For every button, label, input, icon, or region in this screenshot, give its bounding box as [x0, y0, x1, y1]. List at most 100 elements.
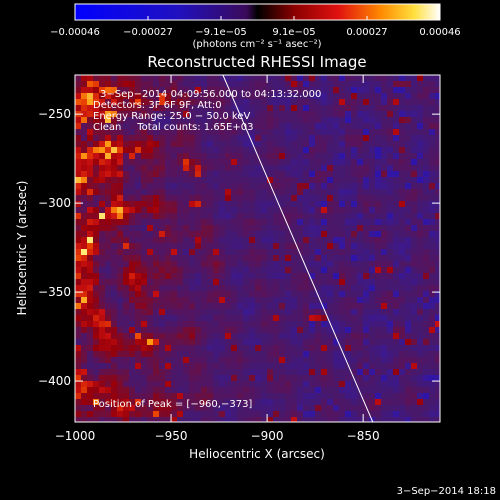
heatmap-cell — [213, 105, 219, 111]
heatmap-cell — [201, 75, 207, 81]
heatmap-cell — [81, 315, 87, 321]
heatmap-cell — [75, 399, 81, 405]
heatmap-cell — [435, 285, 440, 291]
heatmap-cell — [435, 201, 440, 207]
heatmap-cell — [297, 99, 303, 105]
heatmap-cell — [141, 219, 147, 225]
heatmap-cell — [243, 381, 249, 387]
heatmap-cell — [93, 81, 99, 87]
heatmap-cell — [309, 117, 315, 123]
heatmap-cell — [285, 147, 291, 153]
heatmap-cell — [297, 129, 303, 135]
heatmap-cell — [81, 165, 87, 171]
heatmap-cell — [411, 351, 417, 357]
heatmap-cell — [333, 87, 339, 93]
heatmap-cell — [429, 315, 435, 321]
heatmap-cell — [381, 75, 387, 81]
heatmap-cell — [105, 351, 111, 357]
heatmap-cell — [351, 315, 357, 321]
x-axis-label: Heliocentric X (arcsec) — [189, 447, 325, 461]
heatmap-cell — [117, 417, 123, 422]
heatmap-cell — [297, 207, 303, 213]
heatmap-cell — [243, 159, 249, 165]
heatmap-cell — [339, 93, 345, 99]
heatmap-cell — [207, 219, 213, 225]
heatmap-cell — [393, 345, 399, 351]
heatmap-cell — [261, 405, 267, 411]
heatmap-cell — [405, 99, 411, 105]
heatmap-cell — [213, 381, 219, 387]
heatmap-cell — [261, 381, 267, 387]
heatmap-cell — [351, 195, 357, 201]
heatmap-cell — [297, 201, 303, 207]
heatmap-cell — [183, 357, 189, 363]
heatmap-cell — [291, 159, 297, 165]
heatmap-cell — [135, 171, 141, 177]
heatmap-cell — [321, 405, 327, 411]
heatmap-cell — [291, 111, 297, 117]
x-tick-label: −1000 — [55, 429, 96, 443]
heatmap-cell — [111, 291, 117, 297]
heatmap-cell — [333, 339, 339, 345]
heatmap-cell — [357, 105, 363, 111]
heatmap-cell — [177, 159, 183, 165]
heatmap-cell — [363, 129, 369, 135]
heatmap-cell — [321, 369, 327, 375]
heatmap-cell — [183, 267, 189, 273]
heatmap-cell — [153, 171, 159, 177]
heatmap-cell — [363, 231, 369, 237]
heatmap-cell — [99, 411, 105, 417]
heatmap-cell — [147, 165, 153, 171]
heatmap-cell — [189, 135, 195, 141]
heatmap-cell — [417, 297, 423, 303]
heatmap-cell — [135, 165, 141, 171]
heatmap-cell — [417, 345, 423, 351]
heatmap-cell — [219, 147, 225, 153]
heatmap-cell — [93, 231, 99, 237]
heatmap-cell — [285, 363, 291, 369]
heatmap-cell — [237, 225, 243, 231]
heatmap-cell — [273, 159, 279, 165]
heatmap-cell — [273, 309, 279, 315]
heatmap-cell — [363, 375, 369, 381]
heatmap-cell — [429, 351, 435, 357]
heatmap-cell — [369, 315, 375, 321]
heatmap-cell — [189, 225, 195, 231]
heatmap-cell — [99, 135, 105, 141]
heatmap-cell — [357, 387, 363, 393]
heatmap-cell — [201, 171, 207, 177]
heatmap-cell — [123, 207, 129, 213]
heatmap-cell — [369, 291, 375, 297]
heatmap-cell — [237, 213, 243, 219]
heatmap-cell — [321, 75, 327, 81]
heatmap-cell — [267, 375, 273, 381]
heatmap-cell — [75, 75, 81, 81]
heatmap-cell — [141, 369, 147, 375]
heatmap-cell — [423, 111, 429, 117]
heatmap-cell — [423, 171, 429, 177]
heatmap-cell — [81, 129, 87, 135]
heatmap-cell — [387, 333, 393, 339]
heatmap-cell — [225, 363, 231, 369]
heatmap-cell — [147, 111, 153, 117]
heatmap-cell — [117, 249, 123, 255]
heatmap-cell — [411, 111, 417, 117]
heatmap-cell — [333, 351, 339, 357]
heatmap-cell — [159, 321, 165, 327]
heatmap-cell — [429, 309, 435, 315]
heatmap-cell — [375, 405, 381, 411]
heatmap-cell — [81, 375, 87, 381]
heatmap-cell — [261, 219, 267, 225]
heatmap-cell — [231, 141, 237, 147]
heatmap-cell — [291, 405, 297, 411]
heatmap-cell — [375, 135, 381, 141]
colorbar-tick-label: −9.1e−05 — [195, 27, 247, 38]
heatmap-cell — [333, 105, 339, 111]
heatmap-cell — [429, 339, 435, 345]
heatmap-cell — [261, 207, 267, 213]
heatmap-cell — [123, 375, 129, 381]
heatmap-cell — [423, 363, 429, 369]
heatmap-cell — [279, 171, 285, 177]
heatmap-cell — [225, 369, 231, 375]
heatmap-cell — [171, 207, 177, 213]
